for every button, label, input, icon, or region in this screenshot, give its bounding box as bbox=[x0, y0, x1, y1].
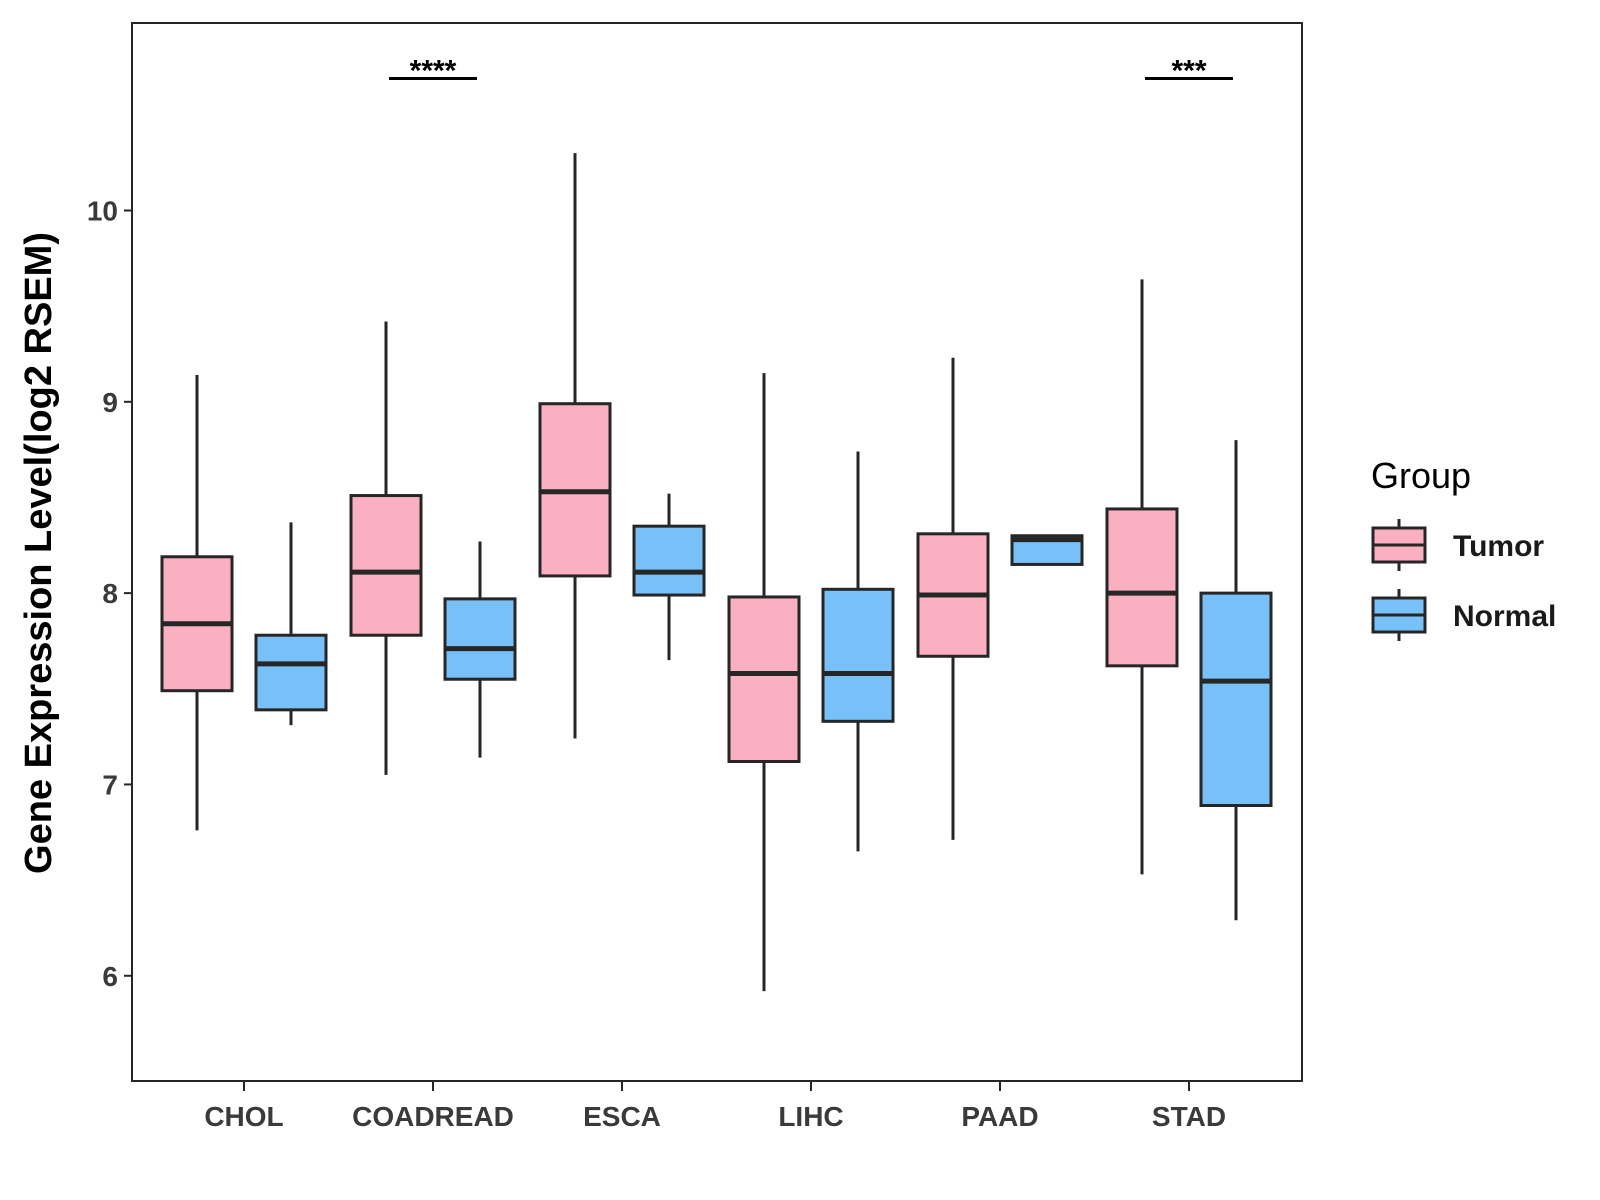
box-body bbox=[1199, 591, 1273, 807]
y-tick-label: 7 bbox=[102, 769, 118, 800]
x-tick-label: CHOL bbox=[204, 1101, 283, 1132]
box-body bbox=[254, 633, 328, 712]
axes: 6 7 8 9 10 CHOL COADREAD ESCA LIHC PAAD STAD bbox=[87, 195, 1226, 1132]
box-normal-coadread bbox=[443, 541, 517, 758]
plot-area: **** *** bbox=[160, 54, 1273, 992]
legend-key-normal bbox=[1371, 589, 1427, 641]
legend-key-tumor bbox=[1371, 519, 1427, 571]
significance-label: *** bbox=[1171, 54, 1206, 87]
box-body bbox=[632, 524, 706, 597]
x-tick-label: PAAD bbox=[961, 1101, 1038, 1132]
legend-label-normal: Normal bbox=[1453, 600, 1556, 633]
y-tick-label: 9 bbox=[102, 387, 118, 418]
box-normal-stad bbox=[1199, 440, 1273, 921]
box-normal-esca bbox=[632, 493, 706, 661]
y-tick-label: 8 bbox=[102, 578, 118, 609]
box-tumor-esca bbox=[538, 153, 612, 739]
box-tumor-stad bbox=[1105, 279, 1179, 875]
x-tick-label: ESCA bbox=[583, 1101, 661, 1132]
box-body bbox=[727, 595, 801, 763]
box-tumor-coadread bbox=[349, 321, 423, 775]
box-tumor-paad bbox=[916, 357, 990, 840]
box-normal-paad bbox=[1010, 534, 1084, 566]
legend-label-tumor: Tumor bbox=[1453, 530, 1544, 563]
y-tick-label: 6 bbox=[102, 961, 118, 992]
plot-border bbox=[131, 22, 1303, 1082]
x-tick-label: LIHC bbox=[778, 1101, 843, 1132]
x-tick-label: STAD bbox=[1152, 1101, 1226, 1132]
y-tick-label: 10 bbox=[87, 195, 118, 226]
box-body bbox=[821, 587, 895, 723]
legend: Group Tumor Normal bbox=[1371, 455, 1556, 641]
box-body bbox=[349, 494, 423, 637]
box-tumor-lihc bbox=[727, 373, 801, 992]
box-body bbox=[1105, 507, 1179, 668]
box-body bbox=[443, 597, 517, 681]
box-tumor-chol bbox=[160, 375, 234, 831]
y-axis-title: Gene Expression Level(log2 RSEM) bbox=[18, 232, 60, 874]
x-tick-label: COADREAD bbox=[352, 1101, 514, 1132]
significance-label: **** bbox=[410, 54, 457, 87]
box-normal-chol bbox=[254, 522, 328, 726]
legend-title: Group bbox=[1371, 455, 1471, 496]
box-normal-lihc bbox=[821, 451, 895, 852]
